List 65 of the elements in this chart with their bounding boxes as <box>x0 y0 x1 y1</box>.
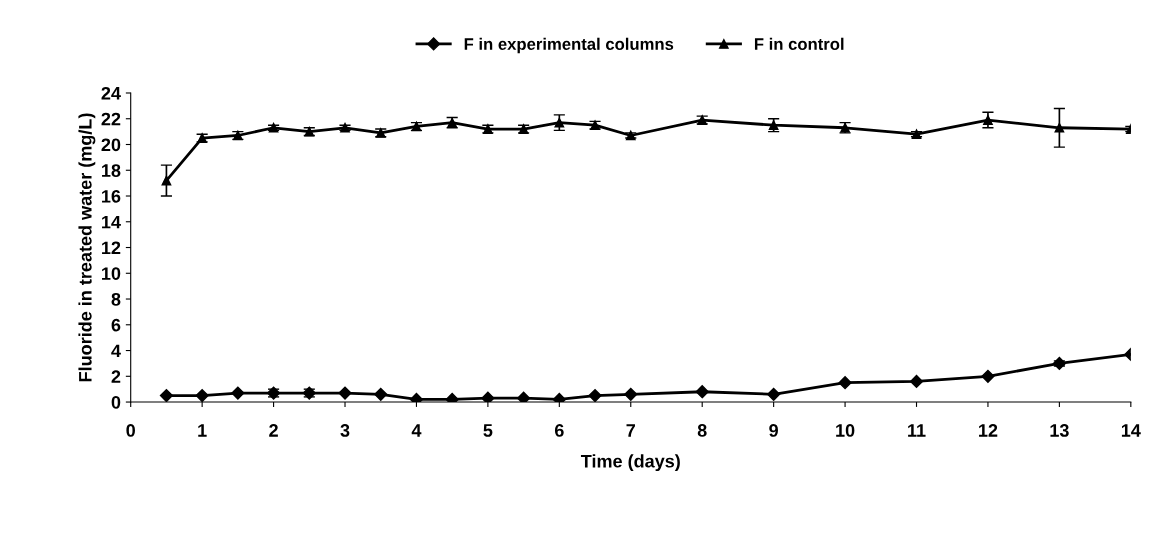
point <box>340 122 350 133</box>
y-tick-label: 14 <box>102 215 121 229</box>
y-tick-label: 8 <box>111 292 121 306</box>
point <box>159 389 174 403</box>
x-tick-label: 3 <box>340 424 350 437</box>
y-tick-label: 6 <box>111 318 121 332</box>
legend-label: F in control <box>754 37 844 50</box>
point <box>197 133 208 143</box>
y-tick-label: 10 <box>102 267 121 280</box>
point <box>517 391 531 403</box>
point <box>195 389 209 403</box>
point <box>983 115 993 125</box>
y-tick-label: 22 <box>101 112 121 126</box>
y-tick-label: 0 <box>111 395 121 409</box>
legend-label: F in experimental columns <box>464 37 674 54</box>
point <box>1052 356 1066 371</box>
point <box>625 130 636 141</box>
x-tick-label: 14 <box>1121 424 1141 437</box>
point <box>590 120 600 131</box>
point <box>624 387 638 401</box>
x-tick-label: 4 <box>411 424 422 437</box>
y-tick-label: 20 <box>101 138 121 152</box>
point <box>767 387 781 401</box>
y-tick-label: 2 <box>111 370 121 383</box>
x-tick-label: 12 <box>979 424 998 437</box>
x-tick-label: 11 <box>908 424 926 437</box>
point <box>909 374 924 389</box>
point <box>268 122 279 133</box>
point <box>231 386 245 400</box>
y-tick-label: 18 <box>102 164 121 177</box>
point <box>232 130 243 141</box>
point <box>1054 122 1065 133</box>
y-tick-label: 24 <box>101 86 121 100</box>
point <box>838 376 852 390</box>
point <box>588 389 602 403</box>
point <box>338 386 352 400</box>
point <box>911 129 922 140</box>
point <box>409 392 424 403</box>
point <box>552 392 566 403</box>
point <box>481 391 495 403</box>
x-axis-title: Time (days) <box>580 454 680 472</box>
point <box>445 392 459 403</box>
x-tick-label: 0 <box>126 424 135 437</box>
point <box>161 175 172 186</box>
point <box>981 369 995 383</box>
y-axis-title: Fluoride in treated water (mg/L) <box>78 113 96 382</box>
x-tick-label: 10 <box>836 424 855 437</box>
point <box>518 124 529 134</box>
point <box>695 385 709 399</box>
x-tick-label: 6 <box>554 424 564 437</box>
point <box>483 124 493 134</box>
y-tick-label: 16 <box>102 189 121 203</box>
y-tick-label: 12 <box>102 241 121 255</box>
x-tick-label: 13 <box>1050 424 1069 437</box>
x-tick-label: 5 <box>483 424 493 437</box>
x-tick-label: 1 <box>198 424 207 437</box>
x-tick-label: 9 <box>769 424 778 437</box>
y-tick-label: 4 <box>111 344 121 358</box>
point <box>375 128 386 138</box>
x-tick-label: 8 <box>697 424 707 437</box>
x-tick-label: 7 <box>626 424 635 437</box>
point <box>374 387 388 401</box>
x-tick-label: 2 <box>269 424 278 437</box>
point <box>554 117 565 128</box>
point <box>697 115 708 125</box>
